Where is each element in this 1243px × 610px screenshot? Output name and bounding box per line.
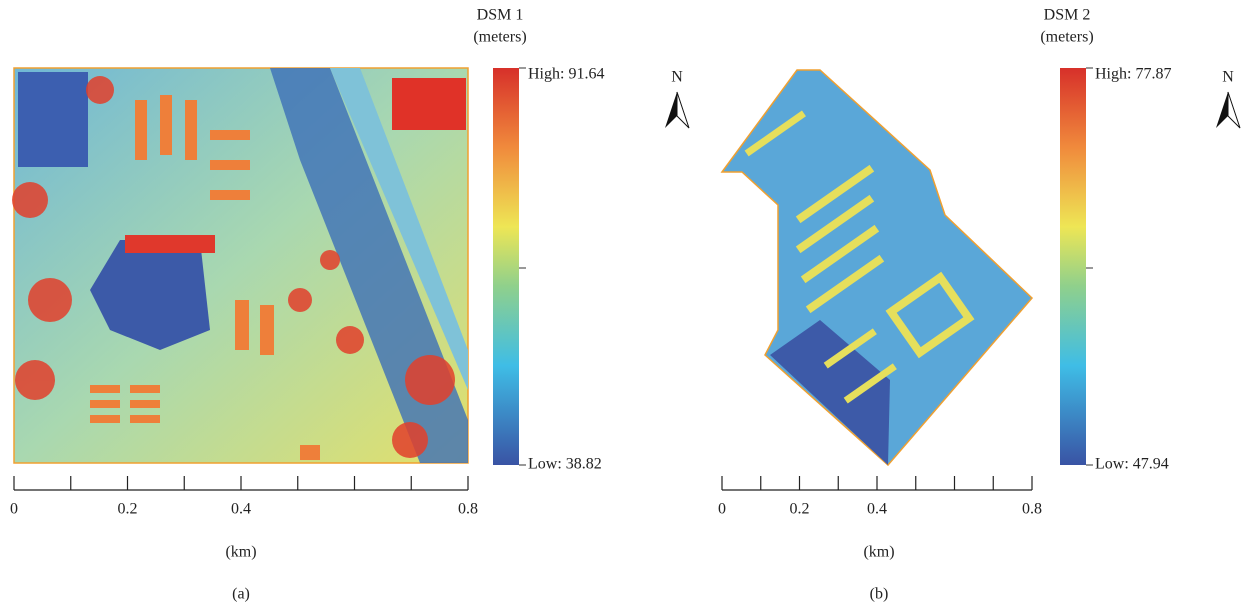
map-b: [722, 70, 1032, 465]
scale-label: 0.4: [867, 501, 887, 518]
map-a: [12, 68, 468, 463]
north-label: N: [1222, 69, 1234, 86]
caption: (b): [870, 586, 889, 603]
high-label: High: 91.64: [528, 66, 604, 83]
north-label: N: [671, 69, 683, 86]
legend-title: DSM 2: [1044, 7, 1091, 24]
scale-label: 0.8: [1022, 501, 1042, 518]
figure: DSM 1 (meters) High: 91.64 Low: 38.82 N …: [0, 0, 1243, 610]
legend-unit: (meters): [1040, 29, 1093, 46]
colorbar: [493, 68, 519, 465]
unit-label: (km): [225, 544, 256, 561]
scale-label: 0.2: [790, 501, 810, 518]
scale-label: 0: [718, 501, 726, 518]
high-label: High: 77.87: [1095, 66, 1171, 83]
scale-label: 0.8: [458, 501, 478, 518]
caption: (a): [232, 586, 250, 603]
scale-label: 0: [10, 501, 18, 518]
north-arrow: [1216, 92, 1228, 128]
north-arrow: [1228, 92, 1240, 128]
legend-unit: (meters): [473, 29, 526, 46]
low-label: Low: 47.94: [1095, 456, 1169, 473]
north-arrow: [665, 92, 677, 128]
scale-label: 0.4: [231, 501, 251, 518]
colorbar: [1060, 68, 1086, 465]
legend-title: DSM 1: [477, 7, 524, 24]
north-arrow: [677, 92, 689, 128]
unit-label: (km): [863, 544, 894, 561]
scale-label: 0.2: [118, 501, 138, 518]
low-label: Low: 38.82: [528, 456, 602, 473]
